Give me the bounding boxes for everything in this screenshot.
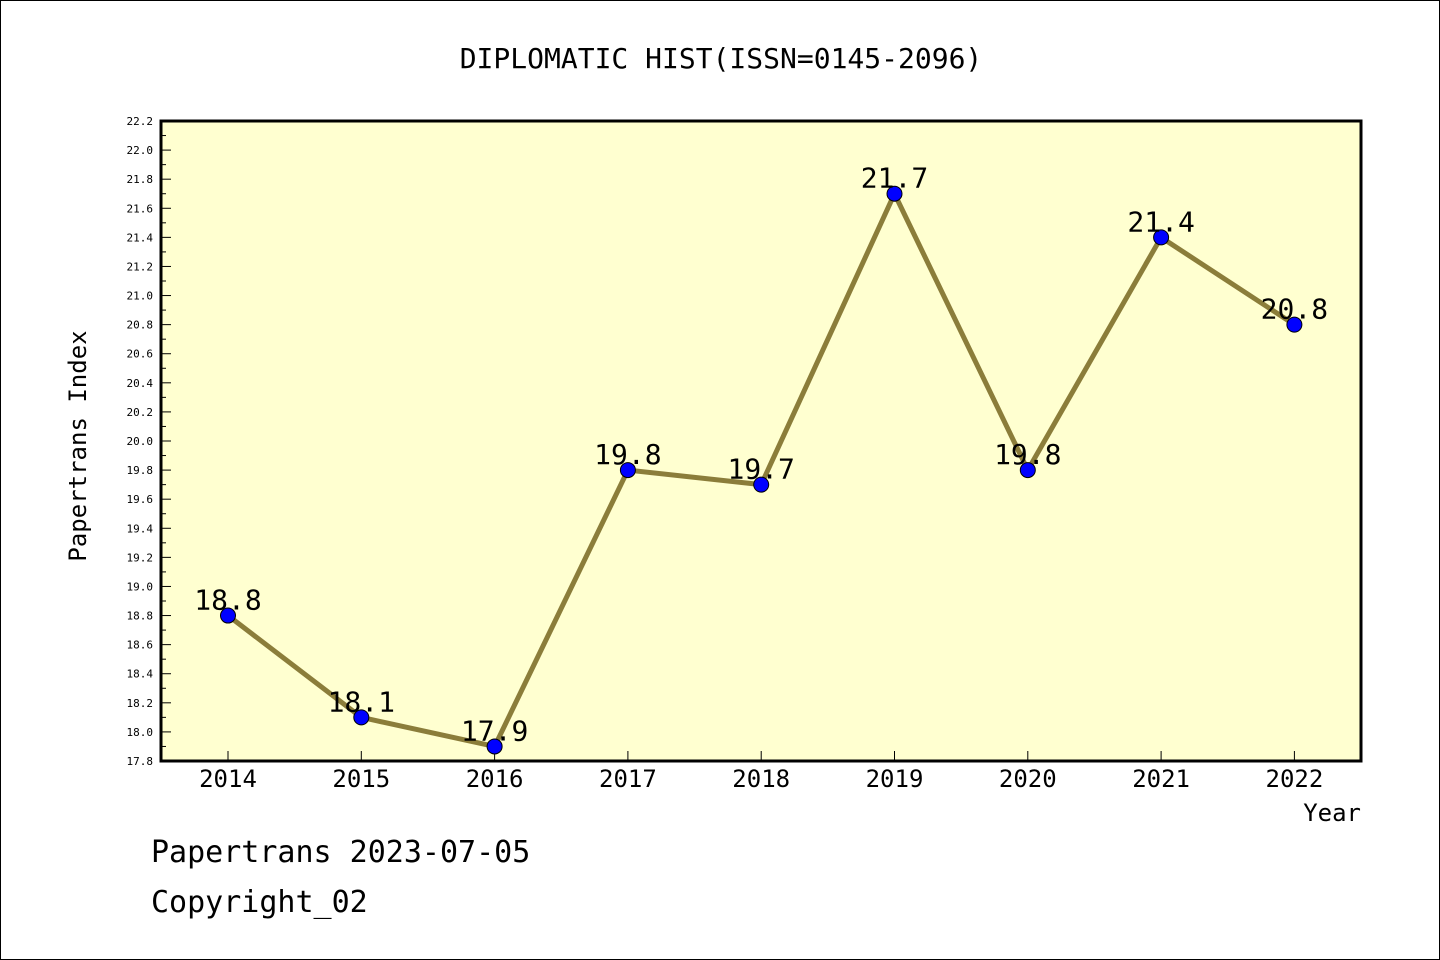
data-label: 19.7 <box>727 453 794 486</box>
x-tick-label: 2019 <box>866 765 924 793</box>
y-tick-label: 18.0 <box>127 726 154 739</box>
y-tick-label: 20.8 <box>127 319 154 332</box>
y-tick-label: 20.4 <box>127 377 154 390</box>
y-tick-label: 20.6 <box>127 348 154 361</box>
data-point <box>1286 316 1303 333</box>
data-label: 19.8 <box>594 438 661 471</box>
y-tick-label: 21.8 <box>127 173 154 186</box>
y-tick-label: 19.8 <box>127 464 154 477</box>
data-point <box>486 738 503 755</box>
x-tick-label: 2016 <box>466 765 524 793</box>
data-point <box>886 185 903 202</box>
x-axis: 2014 2015 2016 2017 2018 2019 2020 2021 2022 <box>199 751 1323 793</box>
x-tick-label: 2015 <box>332 765 390 793</box>
y-tick-label: 19.2 <box>127 551 154 564</box>
chart-title: DIPLOMATIC HIST(ISSN=0145-2096) <box>460 42 983 75</box>
x-tick-label: 2014 <box>199 765 257 793</box>
data-point <box>619 462 636 479</box>
y-tick-label: 19.6 <box>127 493 154 506</box>
data-point <box>753 476 770 493</box>
y-tick-label: 21.0 <box>127 290 154 303</box>
data-point <box>353 709 370 726</box>
y-tick-label: 19.0 <box>127 580 154 593</box>
y-axis-label: Papertrans Index <box>64 330 92 561</box>
data-label: 21.7 <box>861 162 928 195</box>
y-tick-label: 19.4 <box>127 522 154 535</box>
data-point <box>1019 462 1036 479</box>
data-label: 17.9 <box>461 714 528 747</box>
y-tick-label: 20.2 <box>127 406 154 419</box>
data-label: 20.8 <box>1261 293 1328 326</box>
x-tick-label: 2017 <box>599 765 657 793</box>
x-tick-label: 2022 <box>1266 765 1324 793</box>
y-tick-label: 17.8 <box>127 755 154 768</box>
x-tick-label: 2018 <box>732 765 790 793</box>
data-point <box>220 607 236 624</box>
data-label: 18.8 <box>194 584 261 617</box>
footer-date: Papertrans 2023-07-05 <box>151 835 531 870</box>
plot-area <box>159 119 1363 763</box>
y-tick-label: 22.2 <box>127 115 154 128</box>
y-tick-label: 18.4 <box>127 668 154 681</box>
data-point <box>1153 229 1170 246</box>
data-series <box>220 185 1303 755</box>
y-tick-label: 21.6 <box>127 202 154 215</box>
y-tick-label: 18.8 <box>127 610 154 623</box>
y-tick-label: 22.0 <box>127 144 154 157</box>
y-tick-label: 18.6 <box>127 639 154 652</box>
y-axis: 17.8 18.0 18.2 18.4 18.6 18.8 19.0 19.2 19.4 19.6… <box>127 115 171 768</box>
data-label: 21.4 <box>1127 205 1194 238</box>
x-tick-label: 2020 <box>999 765 1057 793</box>
data-label: 18.1 <box>328 685 395 718</box>
x-tick-label: 2021 <box>1132 765 1190 793</box>
data-label: 19.8 <box>994 438 1061 471</box>
y-tick-label: 21.4 <box>127 231 154 244</box>
x-axis-label: Year <box>1303 799 1361 827</box>
y-tick-label: 18.2 <box>127 697 154 710</box>
y-tick-label: 21.2 <box>127 260 154 273</box>
data-labels: 18.8 18.1 17.9 19.8 19.7 21.7 19.8 21.4 20.8 <box>194 162 1328 748</box>
y-tick-label: 20.0 <box>127 435 154 448</box>
footer-copyright: Copyright_02 <box>151 885 368 920</box>
